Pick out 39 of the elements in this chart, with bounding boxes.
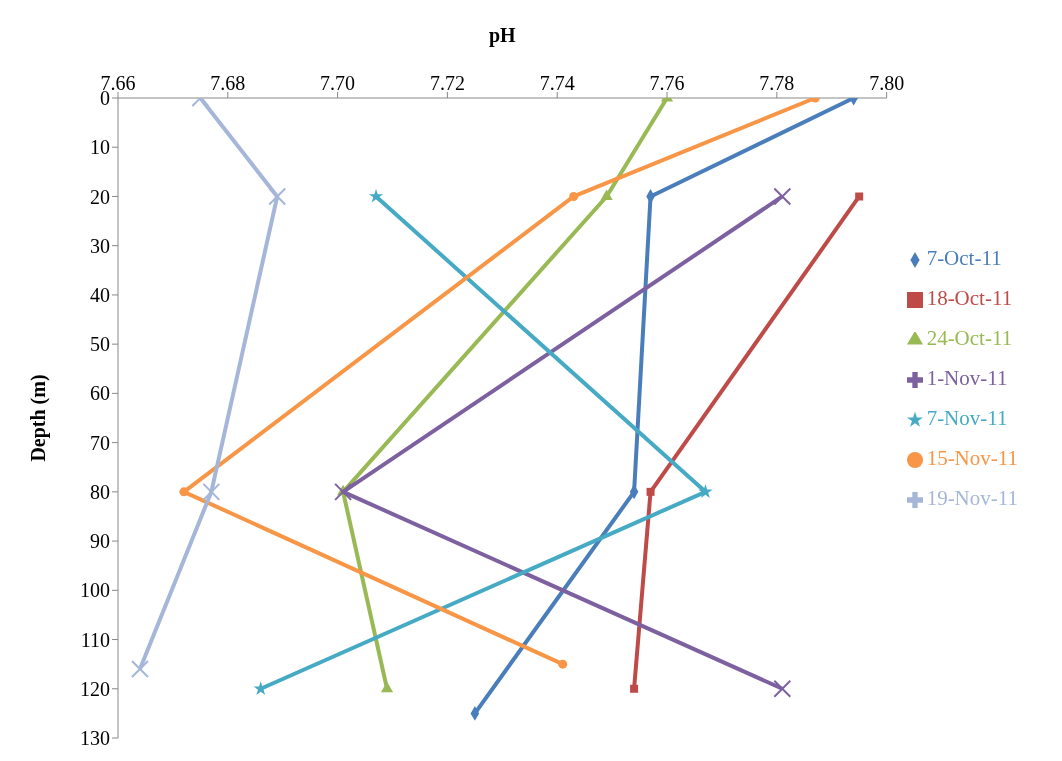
x-tick-label: 7.74 [539, 72, 575, 94]
point [855, 192, 864, 201]
y-tick-label: 80 [90, 480, 110, 503]
point [368, 188, 384, 203]
x-tick-label: 7.72 [429, 72, 465, 94]
y-axis-title: Depth (m) [27, 374, 51, 462]
legend-label: 7-Oct-11 [926, 246, 1002, 270]
y-tick-label: 60 [90, 382, 110, 405]
x-tick-label: 7.78 [759, 72, 795, 94]
legend-label: 24-Oct-11 [926, 326, 1013, 350]
legend-label: 19-Nov-11 [926, 486, 1018, 510]
y-tick-label: 70 [90, 431, 110, 454]
point [646, 487, 655, 496]
x-tick-label: 7.80 [869, 72, 905, 94]
legend-label: 7-Nov-11 [926, 406, 1008, 430]
point [569, 191, 579, 201]
point [558, 659, 568, 669]
y-tick-label: 130 [80, 727, 110, 750]
x-tick-label: 7.70 [320, 72, 356, 94]
y-tick-label: 50 [90, 333, 110, 356]
y-tick-label: 30 [90, 234, 110, 257]
point [698, 484, 713, 498]
point [179, 487, 189, 497]
y-tick-label: 90 [90, 530, 110, 553]
y-tick-label: 110 [80, 628, 110, 651]
x-tick-label: 7.68 [210, 72, 246, 94]
y-tick-label: 20 [90, 185, 110, 208]
point [253, 681, 268, 695]
x-tick-label: 7.76 [649, 72, 685, 94]
point [380, 681, 394, 693]
y-tick-label: 120 [80, 677, 110, 700]
point [630, 684, 639, 693]
x-axis-title: pH [488, 24, 517, 48]
legend-label: 18-Oct-11 [926, 286, 1013, 310]
y-tick-label: 100 [80, 579, 110, 602]
legend-label: 1-Nov-11 [926, 366, 1008, 390]
legend-label: 15-Nov-11 [926, 446, 1018, 470]
y-tick-label: 10 [90, 136, 110, 159]
y-tick-label: 40 [90, 284, 110, 307]
